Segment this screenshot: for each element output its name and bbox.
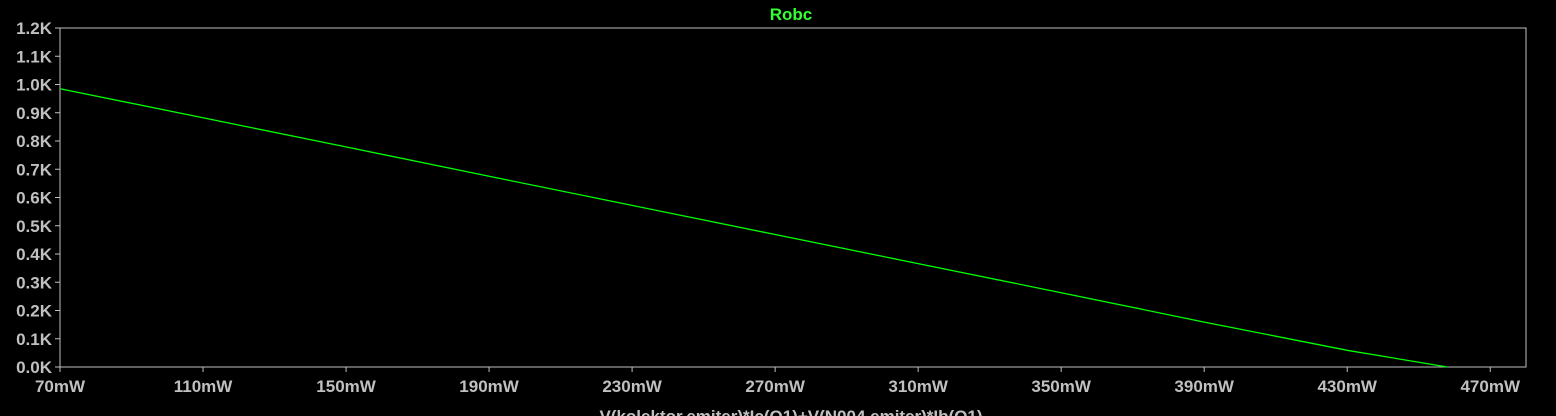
x-tick-label: 350mW bbox=[1031, 377, 1091, 396]
x-axis: 70mW 110mW 150mW 190mW 230mW 270mW 310mW 350mW 3… bbox=[35, 367, 1521, 396]
y-tick-label: 0.2K bbox=[16, 302, 53, 321]
y-tick-label: 0.0K bbox=[16, 358, 53, 377]
y-tick-label: 0.5K bbox=[16, 217, 53, 236]
x-tick-label: 470mW bbox=[1460, 377, 1520, 396]
y-axis: 0.0K 0.1K 0.2K 0.3K 0.4K 0.5K 0.6K 0.7K 0.8K 0.9K… bbox=[16, 19, 60, 377]
x-axis-label: V(kolektor,emiter)*Ic(Q1)+V(N004,emiter)… bbox=[599, 407, 982, 416]
x-tick-label: 70mW bbox=[35, 377, 86, 396]
y-tick-label: 0.7K bbox=[16, 160, 53, 179]
x-tick-label: 390mW bbox=[1174, 377, 1234, 396]
series-group bbox=[59, 88, 1448, 368]
x-tick-label: 110mW bbox=[174, 377, 234, 396]
y-tick-label: 1.1K bbox=[16, 47, 53, 66]
y-tick-label: 0.3K bbox=[16, 273, 53, 292]
y-tick-label: 0.6K bbox=[16, 189, 53, 208]
y-tick-label: 0.9K bbox=[16, 104, 53, 123]
y-tick-label: 0.4K bbox=[16, 245, 53, 264]
y-tick-label: 1.0K bbox=[16, 76, 53, 95]
y-tick-label: 1.2K bbox=[16, 19, 53, 38]
y-tick-label: 0.8K bbox=[16, 132, 53, 151]
x-tick-label: 430mW bbox=[1317, 377, 1377, 396]
series-line-0 bbox=[59, 88, 1448, 368]
plot-frame bbox=[59, 27, 1527, 368]
x-tick-label: 190mW bbox=[459, 377, 519, 396]
x-tick-label: 270mW bbox=[745, 377, 805, 396]
x-tick-label: 230mW bbox=[602, 377, 662, 396]
y-tick-label: 0.1K bbox=[16, 330, 53, 349]
x-tick-label: 310mW bbox=[888, 377, 948, 396]
x-tick-label: 150mW bbox=[316, 377, 376, 396]
chart-title: Robc bbox=[770, 5, 813, 24]
